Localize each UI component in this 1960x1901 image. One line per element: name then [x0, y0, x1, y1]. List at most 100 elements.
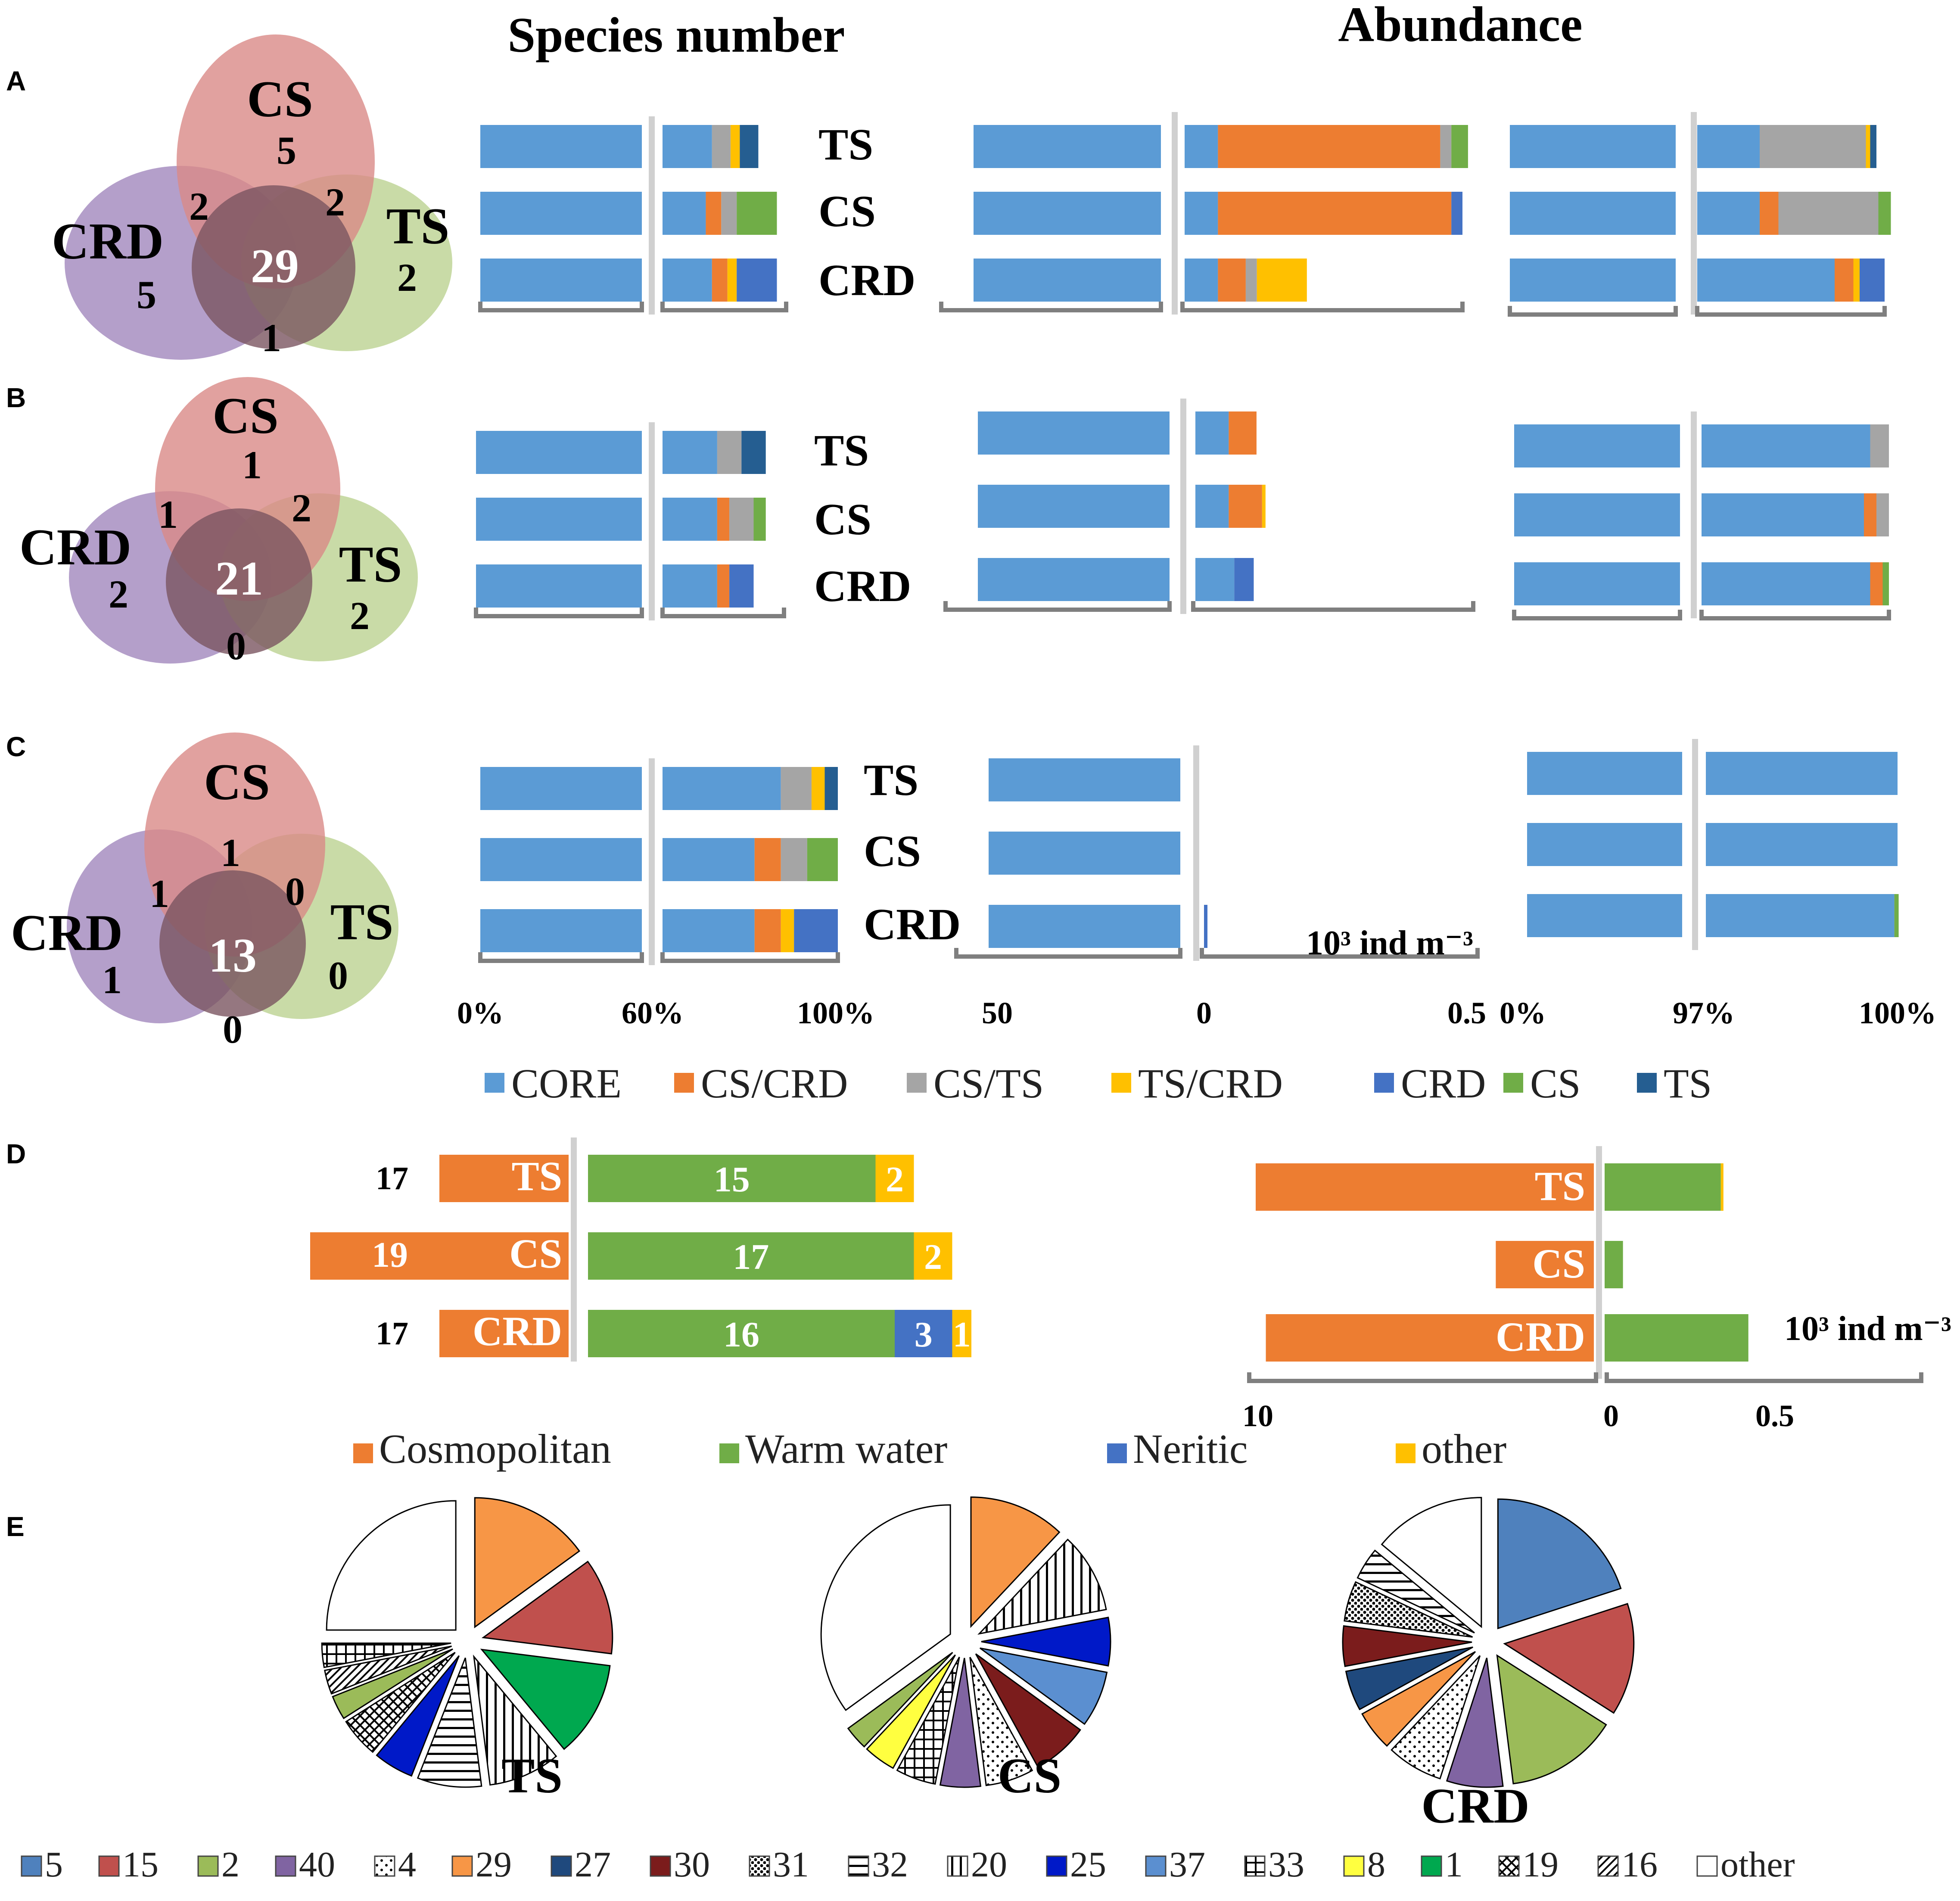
d-bar-CS-cosmopolitan [310, 1232, 569, 1280]
abund-bar-B-CS-ts-crd [1262, 485, 1266, 528]
share-bar-B-CS-core [1702, 493, 1864, 536]
legend-label-cs: CS [1530, 1060, 1580, 1106]
legend-e-label-other: other [1720, 1845, 1795, 1885]
legend-e-swatch-25 [1046, 1855, 1067, 1877]
share-bar-B-CRD-cs [1882, 562, 1889, 605]
abund-bar-B-TS-core-right [1195, 411, 1229, 455]
pie-TS-slice-33 [321, 1642, 451, 1668]
share-bar-A-TS-core [1697, 125, 1760, 168]
pie-CRD-slice-40 [1446, 1658, 1504, 1788]
pie-TS-slice-25 [376, 1655, 460, 1777]
species-break-A [649, 116, 655, 315]
d-abund-divider [1596, 1146, 1602, 1379]
species-bar-A-CRD-core [663, 259, 712, 302]
pie-CRD-slice-2 [1496, 1654, 1607, 1785]
abund-bar-A-TS-cs-crd [1218, 125, 1440, 168]
d-species-divider [571, 1137, 577, 1362]
d-bar-CRD-cosmopolitan [439, 1310, 569, 1357]
venn-a-cs-ts: 2 [325, 180, 345, 224]
abund-bar-B-CRD-core-left [978, 558, 1170, 601]
legend-e-label-4: 4 [398, 1845, 416, 1885]
species-break-C [649, 758, 655, 965]
tick-share-0: 0% [1500, 996, 1546, 1030]
legend-d-label-warm-water: Warm water [745, 1426, 947, 1472]
legend-e-swatch-other [1696, 1855, 1718, 1877]
abund-bar-A-CRD-cs-ts [1245, 259, 1257, 302]
pie-CRD-slice-29 [1361, 1651, 1476, 1747]
pie-CS-slice-40 [939, 1658, 982, 1788]
pie-CRD-label: CRD [1421, 1779, 1529, 1834]
pie-CS-slice-25 [981, 1617, 1111, 1667]
share-axis-left-B [1512, 610, 1682, 620]
legend-e-swatch-31 [749, 1855, 770, 1877]
species-bar-C-CRD-ts-crd [781, 909, 794, 952]
pies: TS CS CRD [321, 1496, 1635, 1834]
abund-bar-C-TS-core-left [989, 758, 1180, 801]
d-bar-TS-warm-water-value: 15 [714, 1159, 750, 1200]
species-bar-B-CS-cs [753, 498, 766, 541]
legend-swatch-cs-ts [907, 1073, 927, 1093]
abund-bar-A-CS-crd [1451, 192, 1462, 235]
d-bar-CS-warm-water-value: 17 [733, 1237, 769, 1277]
venn-a-only-cs: 5 [277, 128, 296, 172]
tick-share-100: 100% [1859, 996, 1936, 1030]
species-bar-C-CRD-core [663, 909, 755, 952]
species-bar-A-CS-cs [737, 192, 777, 235]
legend-e-label-33: 33 [1268, 1845, 1304, 1885]
row-labels-a: TS CS CRD [818, 120, 915, 305]
abundance-share-bars [1508, 112, 1899, 950]
abund-bar-B-CRD-core-right [1195, 558, 1235, 601]
legend-e-label-31: 31 [773, 1845, 809, 1885]
share-bar-A-CS-cs-crd [1760, 192, 1779, 235]
pie-TS-slice-15 [481, 1561, 613, 1655]
venn-c: CS 1 CRD 1 TS 0 1 0 0 13 [11, 732, 398, 1051]
venn-c-label-crd: CRD [11, 904, 123, 961]
panel-letter-e: E [6, 1511, 25, 1542]
tick-d-05: 0.5 [1755, 1399, 1794, 1433]
abund-bar-A-CRD-core-left [974, 259, 1161, 302]
pie-CRD-slice-4 [1391, 1655, 1481, 1779]
species-bar-A-CRD-cs-crd [712, 259, 728, 302]
abund-bar-A-TS-cs-ts [1440, 125, 1452, 168]
tick-species-0: 0% [457, 996, 504, 1030]
species-bar-A-CS-cs-crd [706, 192, 722, 235]
d-bar-TS-cosmopolitan-value: 17 [376, 1160, 408, 1197]
legend-swatch-crd [1374, 1073, 1394, 1093]
legend-e-swatch-8 [1343, 1855, 1365, 1877]
species-bar-B-CS-core [663, 498, 717, 541]
d-bar-CRD-other-value: 1 [953, 1315, 971, 1355]
legend-d-swatch-cosmopolitan [353, 1443, 373, 1463]
pie-TS-slice-20 [473, 1654, 557, 1786]
pie-CS-label: CS [998, 1748, 1061, 1804]
pie-CRD-slice-27 [1345, 1646, 1473, 1711]
d-bar-CRD-label: CRD [473, 1308, 562, 1354]
row-label-b-ts: TS [814, 426, 869, 475]
tick-abund-0: 0 [1196, 996, 1212, 1030]
share-break-C [1692, 739, 1698, 950]
panel-letter-c: C [6, 731, 26, 762]
abund-bar-C-CRD-crd [1204, 905, 1207, 948]
legend-e-swatch-37 [1145, 1855, 1167, 1877]
d-abund-axis-left [1247, 1372, 1598, 1383]
venn-b-only-ts: 2 [350, 594, 370, 638]
row-label-c-cs: CS [864, 826, 921, 876]
species-bar-B-TS-core [663, 431, 717, 474]
abund-bar-C-CS-core-left [989, 832, 1180, 875]
share-bar-C-CRD-core-left [1527, 894, 1682, 937]
abund-axis-left-A [939, 302, 1163, 312]
pie-TS-slice-19 [345, 1652, 456, 1753]
species-bar-C-TS-ts-crd [811, 767, 825, 810]
share-bar-A-CRD-core [1697, 259, 1835, 302]
legend-label-core: CORE [511, 1060, 622, 1106]
venn-b-label-ts: TS [339, 536, 402, 593]
d-abund-CRD-label: CRD [1496, 1314, 1585, 1360]
share-bar-C-TS-core [1706, 752, 1898, 795]
abund-bar-A-CRD-ts-crd [1257, 259, 1307, 302]
legend-e-swatch-1 [1421, 1855, 1442, 1877]
d-abund-CS-warm-water [1605, 1241, 1623, 1288]
tick-species-100: 100% [797, 996, 874, 1030]
share-bar-B-TS-core [1702, 424, 1870, 467]
venn-c-label-cs: CS [204, 753, 270, 810]
share-bar-A-CRD-crd [1860, 259, 1885, 302]
